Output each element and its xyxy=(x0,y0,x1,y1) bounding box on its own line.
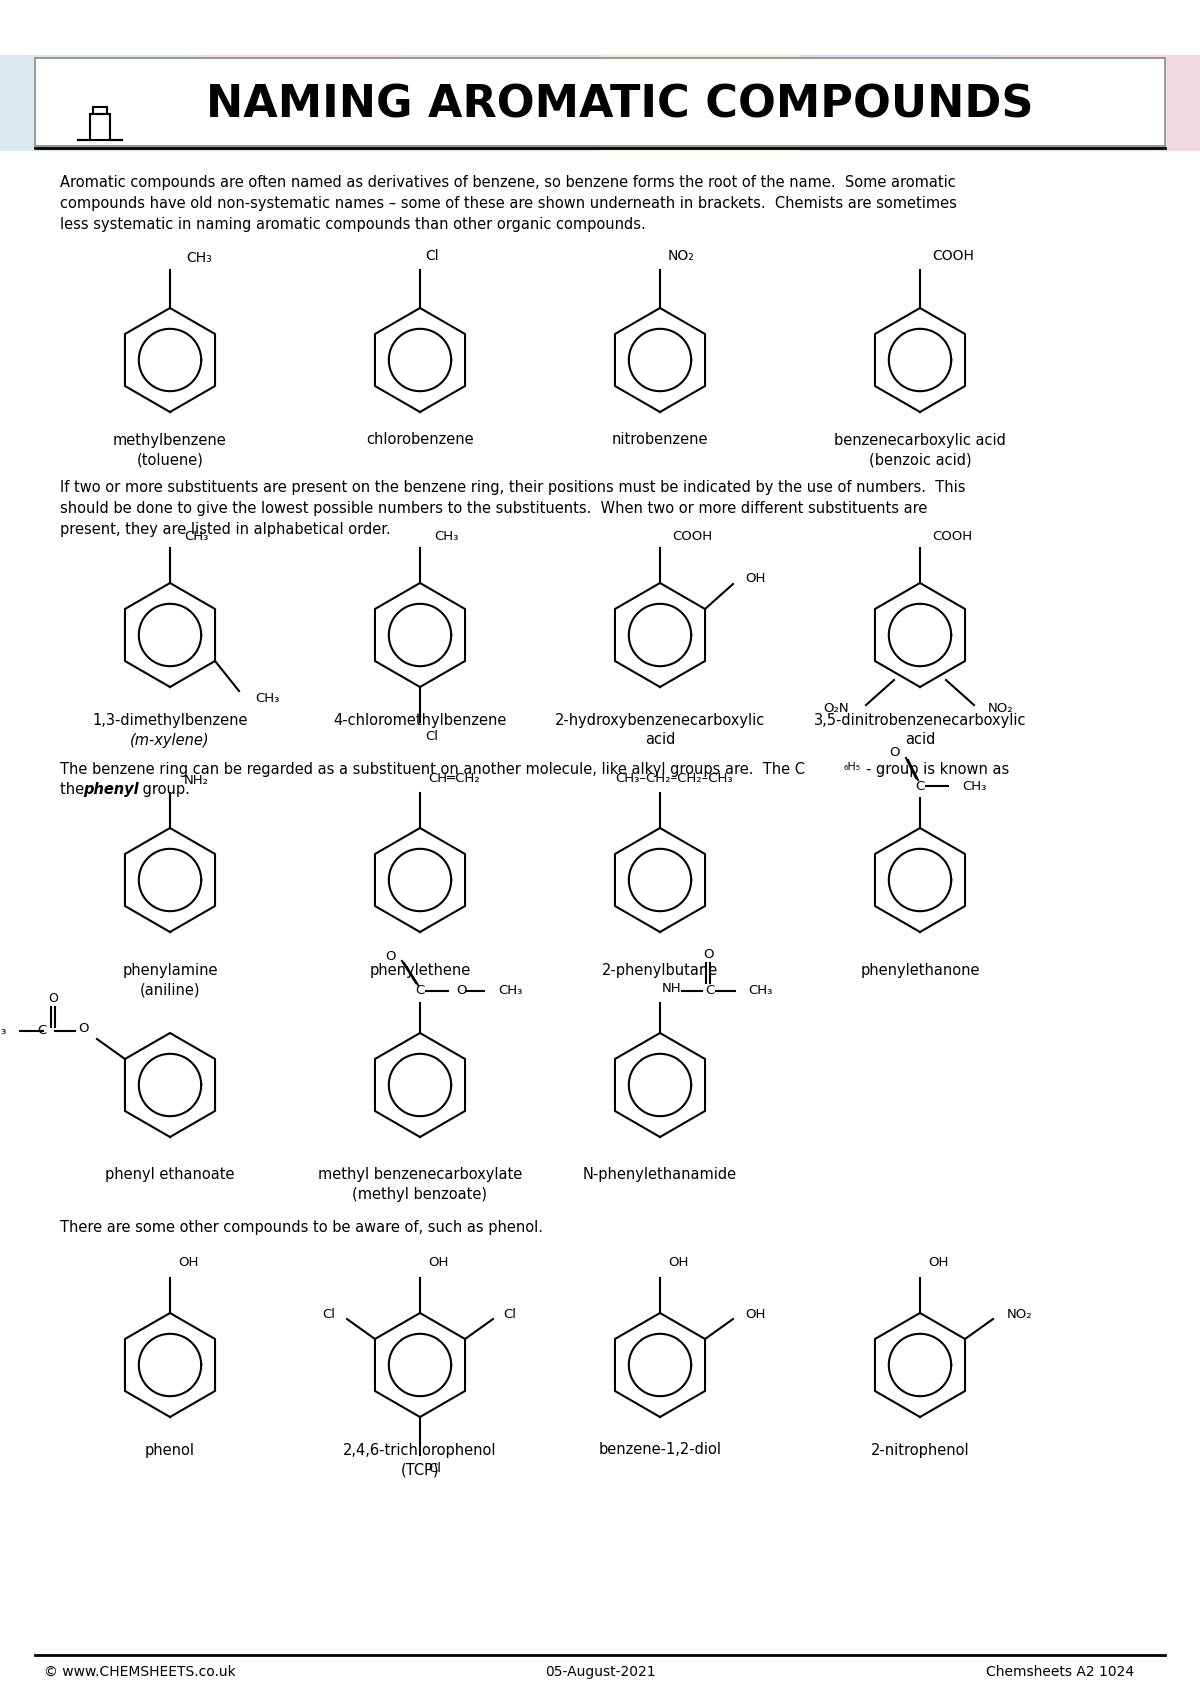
Text: O: O xyxy=(48,993,58,1006)
Text: acid: acid xyxy=(905,733,935,747)
Text: CH₃: CH₃ xyxy=(184,529,209,543)
Text: 2-hydroxybenzenecarboxylic: 2-hydroxybenzenecarboxylic xyxy=(554,713,766,728)
Text: OH: OH xyxy=(928,1256,948,1269)
Text: acid: acid xyxy=(644,733,676,747)
Text: benzenecarboxylic acid: benzenecarboxylic acid xyxy=(834,433,1006,448)
Text: CH₃: CH₃ xyxy=(434,529,458,543)
Text: O: O xyxy=(703,949,713,962)
Text: OH: OH xyxy=(428,1256,449,1269)
Text: methylbenzene: methylbenzene xyxy=(113,433,227,448)
Text: group.: group. xyxy=(138,782,190,798)
Text: O: O xyxy=(385,950,396,964)
Text: 1,3-dimethylbenzene: 1,3-dimethylbenzene xyxy=(92,713,247,728)
Text: OH: OH xyxy=(668,1256,689,1269)
Text: Cl: Cl xyxy=(428,1463,442,1475)
Text: 3,5-dinitrobenzenecarboxylic: 3,5-dinitrobenzenecarboxylic xyxy=(814,713,1026,728)
Text: C: C xyxy=(37,1025,47,1037)
Text: NH: NH xyxy=(662,983,682,996)
Text: NO₂: NO₂ xyxy=(988,701,1014,714)
Text: (TCP): (TCP) xyxy=(401,1463,439,1478)
Text: CH₃: CH₃ xyxy=(962,779,986,792)
Text: The benzene ring can be regarded as a substituent on another molecule, like alky: The benzene ring can be regarded as a su… xyxy=(60,762,805,777)
Text: © www.CHEMSHEETS.co.uk: © www.CHEMSHEETS.co.uk xyxy=(44,1665,236,1678)
Text: the: the xyxy=(60,782,89,798)
Bar xyxy=(200,54,400,149)
Text: NO₂: NO₂ xyxy=(1007,1308,1033,1322)
Text: (methyl benzoate): (methyl benzoate) xyxy=(353,1188,487,1203)
Text: phenylethanone: phenylethanone xyxy=(860,962,979,977)
Bar xyxy=(400,54,600,149)
Text: CH₃: CH₃ xyxy=(748,984,773,998)
Text: (aniline): (aniline) xyxy=(139,983,200,998)
Text: benzene-1,2-diol: benzene-1,2-diol xyxy=(599,1442,721,1458)
Text: OH: OH xyxy=(745,572,766,585)
Text: (toluene): (toluene) xyxy=(137,453,204,467)
Text: Aromatic compounds are often named as derivatives of benzene, so benzene forms t: Aromatic compounds are often named as de… xyxy=(60,175,956,232)
Text: C: C xyxy=(415,984,425,998)
Text: O: O xyxy=(456,984,467,998)
Text: If two or more substituents are present on the benzene ring, their positions mus: If two or more substituents are present … xyxy=(60,480,966,536)
Text: CH₃: CH₃ xyxy=(186,251,211,265)
Text: O: O xyxy=(78,1023,89,1035)
Text: (benzoic acid): (benzoic acid) xyxy=(869,453,971,467)
Text: nitrobenzene: nitrobenzene xyxy=(612,433,708,448)
Text: There are some other compounds to be aware of, such as phenol.: There are some other compounds to be awa… xyxy=(60,1220,542,1235)
Text: 2-phenylbutane: 2-phenylbutane xyxy=(602,962,718,977)
Text: CH₃: CH₃ xyxy=(0,1025,7,1037)
Text: O: O xyxy=(889,747,900,760)
Text: Chemsheets A2 1024: Chemsheets A2 1024 xyxy=(986,1665,1134,1678)
Text: Cl: Cl xyxy=(425,249,439,263)
Text: 2,4,6-trichlorophenol: 2,4,6-trichlorophenol xyxy=(343,1442,497,1458)
Text: Cl: Cl xyxy=(425,730,438,743)
Text: chlorobenzene: chlorobenzene xyxy=(366,433,474,448)
Bar xyxy=(35,58,1165,146)
Text: OH: OH xyxy=(745,1308,766,1322)
Text: ₆H₅: ₆H₅ xyxy=(844,762,862,772)
Text: N-phenylethanamide: N-phenylethanamide xyxy=(583,1168,737,1183)
Text: - group is known as: - group is known as xyxy=(866,762,1009,777)
Text: phenylethene: phenylethene xyxy=(370,962,470,977)
Text: COOH: COOH xyxy=(672,529,712,543)
Bar xyxy=(800,54,1000,149)
Text: phenol: phenol xyxy=(145,1442,194,1458)
Text: O₂N: O₂N xyxy=(823,701,850,714)
Text: COOH: COOH xyxy=(932,249,974,263)
Text: 05-August-2021: 05-August-2021 xyxy=(545,1665,655,1678)
Text: phenylamine: phenylamine xyxy=(122,962,217,977)
Bar xyxy=(0,54,200,149)
Text: CH₃: CH₃ xyxy=(256,692,280,706)
Text: Cl: Cl xyxy=(503,1308,516,1322)
Text: CH₃–CH₂–CH₂–CH₃: CH₃–CH₂–CH₂–CH₃ xyxy=(616,772,733,784)
Text: CH₃: CH₃ xyxy=(498,984,522,998)
Bar xyxy=(600,54,800,149)
Bar xyxy=(1000,54,1200,149)
Text: 4-chloromethylbenzene: 4-chloromethylbenzene xyxy=(334,713,506,728)
Text: phenyl ethanoate: phenyl ethanoate xyxy=(106,1168,235,1183)
Text: 2-nitrophenol: 2-nitrophenol xyxy=(871,1442,970,1458)
Text: Cl: Cl xyxy=(322,1308,335,1322)
Text: NO₂: NO₂ xyxy=(668,249,695,263)
Text: OH: OH xyxy=(178,1256,198,1269)
Text: (m-xylene): (m-xylene) xyxy=(130,733,210,747)
Text: phenyl: phenyl xyxy=(83,782,139,798)
Text: COOH: COOH xyxy=(932,529,972,543)
Text: CH═CH₂: CH═CH₂ xyxy=(428,772,480,784)
Text: NAMING AROMATIC COMPOUNDS: NAMING AROMATIC COMPOUNDS xyxy=(206,83,1033,127)
Text: C: C xyxy=(706,984,715,998)
Text: C: C xyxy=(916,779,925,792)
Text: methyl benzenecarboxylate: methyl benzenecarboxylate xyxy=(318,1168,522,1183)
Text: NH₂: NH₂ xyxy=(184,774,209,787)
